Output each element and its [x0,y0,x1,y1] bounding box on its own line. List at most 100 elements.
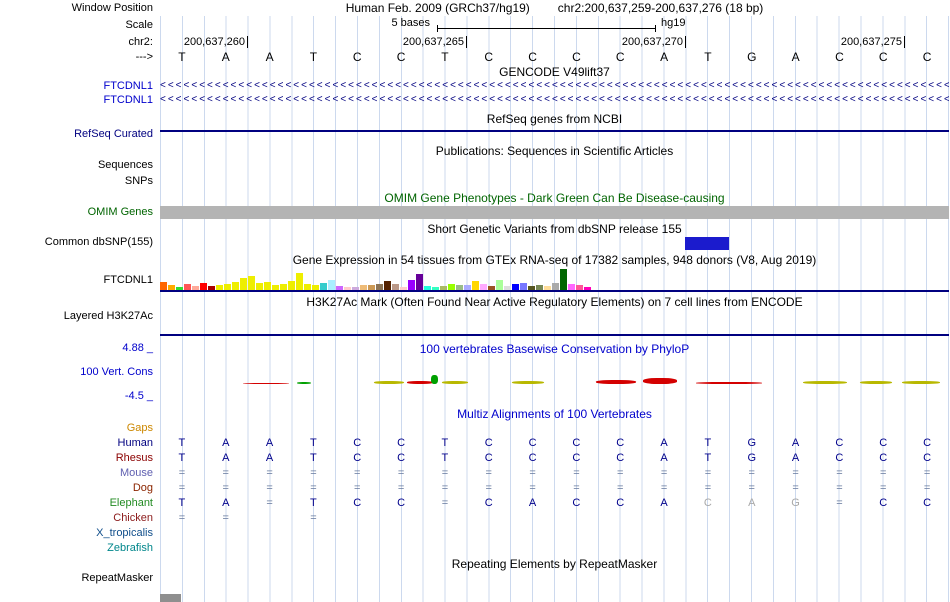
refseq-gene-line[interactable] [160,130,949,132]
track-label-refseq-curated[interactable]: RefSeq Curated [74,128,153,140]
track-label-sequences[interactable]: Sequences [97,159,153,171]
gtex-expression-bar[interactable] [360,285,367,290]
gtex-expression-bar[interactable] [368,285,375,290]
gtex-expression-bar[interactable] [464,285,471,290]
track-title-omim[interactable]: OMIM Gene Phenotypes - Dark Green Can Be… [384,191,725,205]
multiz-row-zebrafish[interactable] [160,541,949,556]
track-label-common-dbsnp[interactable]: Common dbSNP(155) [44,236,153,248]
track-label-snps[interactable]: SNPs [124,175,153,187]
gtex-expression-bar[interactable] [288,281,295,290]
gtex-expression-bar[interactable] [248,276,255,290]
track-title-multiz[interactable]: Multiz Alignments of 100 Vertebrates [457,407,652,421]
species-label-zebrafish[interactable]: Zebrafish [107,542,153,554]
species-label-rhesus[interactable]: Rhesus [115,452,153,464]
dbsnp-variant-box[interactable] [685,237,729,250]
repeat-element-box[interactable] [160,594,181,602]
gtex-expression-bar[interactable] [280,284,287,290]
track-label-repeatmasker[interactable]: RepeatMasker [81,572,153,584]
track-title-dbsnp[interactable]: Short Genetic Variants from dbSNP releas… [427,222,682,236]
gtex-expression-bar[interactable] [336,286,343,290]
track-label-100-vert-cons[interactable]: 100 Vert. Cons [80,366,153,378]
gtex-expression-bar[interactable] [496,280,503,290]
track-title-gencode[interactable]: GENCODE V49lift37 [499,65,610,79]
gtex-expression-bar[interactable] [376,284,383,290]
gtex-expression-bar[interactable] [256,283,263,290]
gene-label-ftcdnl1-1[interactable]: FTCDNL1 [103,80,153,92]
gtex-expression-bar[interactable] [312,285,319,290]
multiz-row-dog[interactable]: = = = = = = = = = = = = = = = = = = [160,481,949,496]
gtex-expression-bar[interactable] [296,273,303,290]
gtex-expression-bar[interactable] [176,287,183,290]
multiz-row-gaps[interactable] [160,421,949,436]
gtex-expression-bar[interactable] [504,286,511,290]
gtex-expression-bar[interactable] [576,285,583,290]
gtex-expression-bar[interactable] [472,281,479,290]
h3k27ac-baseline[interactable] [160,334,949,336]
gtex-expression-bar[interactable] [552,283,559,290]
gtex-expression-bar[interactable] [216,285,223,290]
omim-gene-bar[interactable] [160,206,949,219]
gtex-expression-bar[interactable] [424,286,431,290]
gtex-expression-bar[interactable] [440,286,447,290]
gene-label-gtex-ftcdnl1[interactable]: FTCDNL1 [103,274,153,286]
gtex-expression-bar[interactable] [304,284,311,290]
gtex-expression-bar[interactable] [528,286,535,290]
gtex-expression-bar[interactable] [184,284,191,290]
track-title-repeatmasker[interactable]: Repeating Elements by RepeatMasker [451,557,658,571]
gene-strand-arrows-2[interactable]: <<<<<<<<<<<<<<<<<<<<<<<<<<<<<<<<<<<<<<<<… [160,94,949,105]
gtex-expression-bar[interactable] [168,285,175,290]
gtex-expression-bar[interactable] [192,286,199,290]
track-title-refseq[interactable]: RefSeq genes from NCBI [486,112,623,126]
gtex-expression-bar[interactable] [416,274,423,290]
gene-label-ftcdnl1-2[interactable]: FTCDNL1 [103,94,153,106]
track-label-h3k27ac[interactable]: Layered H3K27Ac [63,310,153,322]
gtex-expression-bar[interactable] [488,286,495,290]
species-label-mouse[interactable]: Mouse [119,467,153,479]
gtex-expression-bar[interactable] [232,282,239,290]
strand-direction-label[interactable]: ---> [135,51,153,63]
gtex-expression-bar[interactable] [520,283,527,290]
species-label-elephant[interactable]: Elephant [109,497,153,509]
gtex-expression-bar[interactable] [160,282,167,290]
gtex-expression-bar[interactable] [240,278,247,290]
gtex-expression-bar[interactable] [568,284,575,290]
species-label-chicken[interactable]: Chicken [113,512,153,524]
multiz-row-chicken[interactable]: = = = [160,511,949,526]
gtex-expression-bar[interactable] [448,284,455,290]
gtex-expression-bar[interactable] [264,282,271,290]
track-title-gtex[interactable]: Gene Expression in 54 tissues from GTEx … [292,253,817,267]
gtex-expression-bar[interactable] [344,287,351,290]
gtex-expression-bar[interactable] [400,287,407,290]
gtex-expression-bar[interactable] [200,283,207,290]
gtex-expression-bar[interactable] [384,281,391,290]
track-title-phylop[interactable]: 100 vertebrates Basewise Conservation by… [419,342,690,356]
gtex-expression-bar[interactable] [224,284,231,290]
species-label-dog[interactable]: Dog [132,482,153,494]
gene-strand-arrows-1[interactable]: <<<<<<<<<<<<<<<<<<<<<<<<<<<<<<<<<<<<<<<<… [160,80,949,91]
gtex-expression-bar[interactable] [208,286,215,290]
gtex-expression-bar[interactable] [544,286,551,290]
multiz-row-mouse[interactable]: = = = = = = = = = = = = = = = = = = [160,466,949,481]
multiz-row-x_tropicalis[interactable] [160,526,949,541]
gtex-expression-bar[interactable] [352,287,359,290]
track-label-omim-genes[interactable]: OMIM Genes [87,206,153,218]
gtex-expression-bar[interactable] [408,280,415,290]
phylop-wiggle[interactable] [160,340,949,402]
gtex-expression-bar[interactable] [512,284,519,290]
gtex-expression-bar[interactable] [328,280,335,290]
gtex-expression-bar[interactable] [584,287,591,290]
gtex-expression-bar[interactable] [320,283,327,290]
species-label-human[interactable]: Human [117,437,153,449]
gtex-expression-bar[interactable] [536,285,543,290]
track-title-h3k27ac[interactable]: H3K27Ac Mark (Often Found Near Active Re… [306,295,803,309]
gtex-expression-bar[interactable] [272,285,279,290]
gtex-expression-bar[interactable] [432,287,439,290]
species-label-gaps[interactable]: Gaps [126,422,153,434]
gtex-expression-bar[interactable] [560,269,567,290]
gtex-expression-bar[interactable] [456,285,463,290]
track-title-publications[interactable]: Publications: Sequences in Scientific Ar… [435,144,674,158]
gtex-bar-chart[interactable] [160,268,949,290]
gtex-expression-bar[interactable] [480,284,487,290]
